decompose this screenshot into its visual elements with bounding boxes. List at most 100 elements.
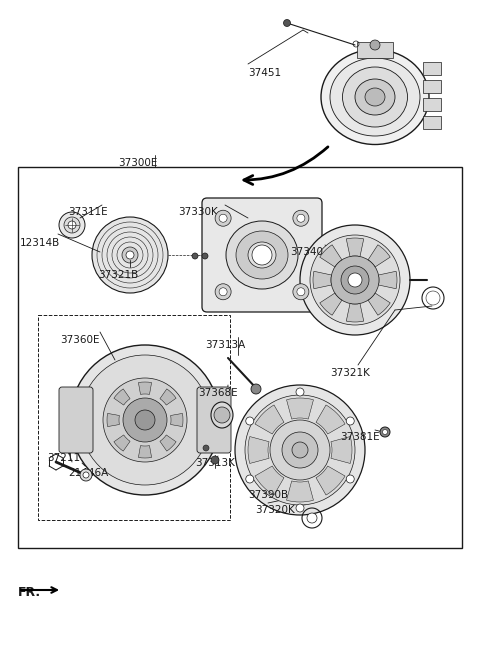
Text: 37340: 37340	[290, 247, 323, 257]
Circle shape	[215, 210, 231, 227]
Circle shape	[293, 210, 309, 227]
Circle shape	[215, 284, 231, 299]
Wedge shape	[346, 238, 364, 256]
Wedge shape	[114, 389, 130, 405]
Circle shape	[346, 417, 354, 425]
Circle shape	[126, 251, 134, 259]
Wedge shape	[368, 293, 390, 315]
Wedge shape	[107, 413, 120, 426]
Ellipse shape	[226, 221, 298, 289]
Circle shape	[80, 469, 92, 481]
Circle shape	[122, 247, 138, 263]
Circle shape	[380, 427, 390, 437]
Circle shape	[293, 284, 309, 299]
Text: 12314B: 12314B	[20, 238, 60, 248]
Wedge shape	[368, 245, 390, 267]
Text: 21446A: 21446A	[68, 468, 108, 478]
Circle shape	[300, 225, 410, 335]
Wedge shape	[287, 481, 313, 502]
Circle shape	[123, 398, 167, 442]
Circle shape	[270, 420, 330, 480]
Circle shape	[83, 472, 89, 478]
Circle shape	[307, 513, 317, 523]
Circle shape	[348, 273, 362, 287]
Ellipse shape	[330, 58, 420, 136]
Text: 37300E: 37300E	[118, 158, 157, 168]
Wedge shape	[255, 466, 284, 495]
Ellipse shape	[211, 402, 233, 428]
Bar	[423, 116, 441, 129]
Circle shape	[70, 345, 220, 495]
Ellipse shape	[343, 67, 408, 127]
Circle shape	[80, 355, 210, 485]
Circle shape	[292, 442, 308, 458]
Circle shape	[64, 217, 80, 233]
Wedge shape	[331, 437, 352, 464]
Text: 37381E: 37381E	[340, 432, 380, 442]
Wedge shape	[320, 245, 342, 267]
Wedge shape	[248, 437, 269, 464]
FancyBboxPatch shape	[197, 387, 231, 453]
Circle shape	[202, 253, 208, 259]
Bar	[423, 62, 441, 75]
Wedge shape	[138, 445, 152, 458]
Circle shape	[214, 407, 230, 423]
Circle shape	[246, 417, 254, 425]
Circle shape	[346, 475, 354, 483]
Circle shape	[297, 214, 305, 222]
Ellipse shape	[365, 88, 385, 106]
Circle shape	[341, 266, 369, 294]
Wedge shape	[316, 466, 345, 495]
Circle shape	[192, 253, 198, 259]
Circle shape	[219, 214, 227, 222]
Circle shape	[235, 385, 365, 515]
Wedge shape	[255, 405, 284, 434]
Text: 37390B: 37390B	[248, 490, 288, 500]
Text: FR.: FR.	[18, 586, 41, 599]
Circle shape	[211, 456, 219, 464]
Circle shape	[383, 430, 387, 434]
Text: 37330K: 37330K	[178, 207, 218, 217]
Circle shape	[135, 410, 155, 430]
Circle shape	[251, 384, 261, 394]
Ellipse shape	[355, 79, 395, 115]
Circle shape	[331, 256, 379, 304]
Circle shape	[370, 40, 380, 50]
FancyBboxPatch shape	[202, 198, 322, 312]
Circle shape	[203, 445, 209, 451]
Bar	[357, 42, 393, 58]
Circle shape	[252, 245, 272, 265]
Text: 37321K: 37321K	[330, 368, 370, 378]
Wedge shape	[346, 303, 364, 322]
Circle shape	[296, 504, 304, 512]
Text: 37321B: 37321B	[98, 270, 138, 280]
Circle shape	[284, 20, 290, 27]
Wedge shape	[320, 293, 342, 315]
Wedge shape	[287, 398, 313, 419]
Wedge shape	[114, 435, 130, 451]
Text: 37313K: 37313K	[195, 458, 235, 468]
Wedge shape	[138, 382, 152, 395]
Bar	[423, 80, 441, 93]
Ellipse shape	[248, 242, 276, 268]
Bar	[423, 98, 441, 111]
Circle shape	[68, 221, 76, 229]
Ellipse shape	[321, 49, 429, 145]
FancyBboxPatch shape	[59, 387, 93, 453]
Text: 37311E: 37311E	[68, 207, 108, 217]
Circle shape	[282, 432, 318, 468]
Text: 37451: 37451	[248, 68, 281, 78]
Circle shape	[297, 288, 305, 296]
Wedge shape	[160, 435, 176, 451]
Text: 37211: 37211	[47, 453, 80, 463]
Text: 37320K: 37320K	[255, 505, 295, 515]
Circle shape	[219, 288, 227, 296]
Wedge shape	[160, 389, 176, 405]
Circle shape	[246, 475, 254, 483]
Text: 37360E: 37360E	[60, 335, 99, 345]
Circle shape	[296, 388, 304, 396]
Wedge shape	[170, 413, 183, 426]
Circle shape	[310, 235, 400, 325]
Wedge shape	[316, 405, 345, 434]
Circle shape	[245, 395, 355, 505]
